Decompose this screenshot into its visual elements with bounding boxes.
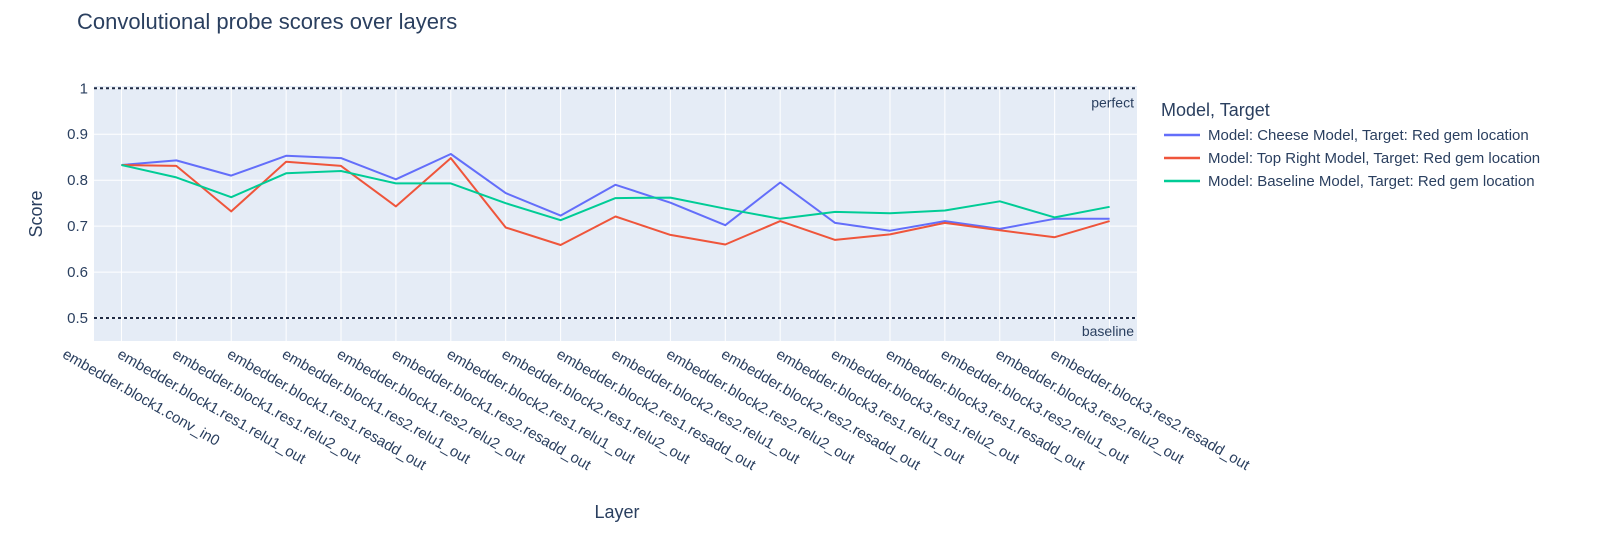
chart-title: Convolutional probe scores over layers [77, 9, 457, 34]
x-axis-title: Layer [594, 502, 639, 522]
legend-label: Model: Top Right Model, Target: Red gem … [1208, 150, 1540, 167]
y-tick-label: 0.9 [67, 126, 88, 143]
series-lines [121, 153, 1110, 246]
legend-label: Model: Cheese Model, Target: Red gem loc… [1208, 127, 1529, 144]
legend[interactable]: Model, Target Model: Cheese Model, Targe… [1161, 100, 1540, 190]
reference-lines: perfect baseline [94, 87, 1137, 339]
y-axis-title: Score [26, 190, 46, 237]
series-line-3[interactable] [121, 164, 1110, 222]
y-tick-label: 0.5 [67, 310, 88, 327]
y-tick-label: 0.7 [67, 218, 88, 235]
y-axis-ticks: 0.5 0.6 0.7 0.8 0.9 1 [67, 80, 88, 327]
legend-label: Model: Baseline Model, Target: Red gem l… [1208, 173, 1535, 190]
legend-item[interactable]: Model: Top Right Model, Target: Red gem … [1164, 150, 1540, 167]
legend-item[interactable]: Model: Baseline Model, Target: Red gem l… [1164, 173, 1535, 190]
legend-title: Model, Target [1161, 100, 1270, 120]
y-tick-label: 0.8 [67, 172, 88, 189]
reference-label-perfect: perfect [1091, 94, 1134, 110]
reference-label-baseline: baseline [1082, 323, 1134, 339]
x-axis-ticks: embedder.block1.conv_in0embedder.block1.… [59, 346, 1253, 475]
y-tick-label: 1 [80, 80, 88, 97]
series-line-1[interactable] [121, 153, 1110, 232]
legend-item[interactable]: Model: Cheese Model, Target: Red gem loc… [1164, 127, 1529, 144]
series-line-2[interactable] [121, 157, 1110, 246]
y-tick-label: 0.6 [67, 264, 88, 281]
